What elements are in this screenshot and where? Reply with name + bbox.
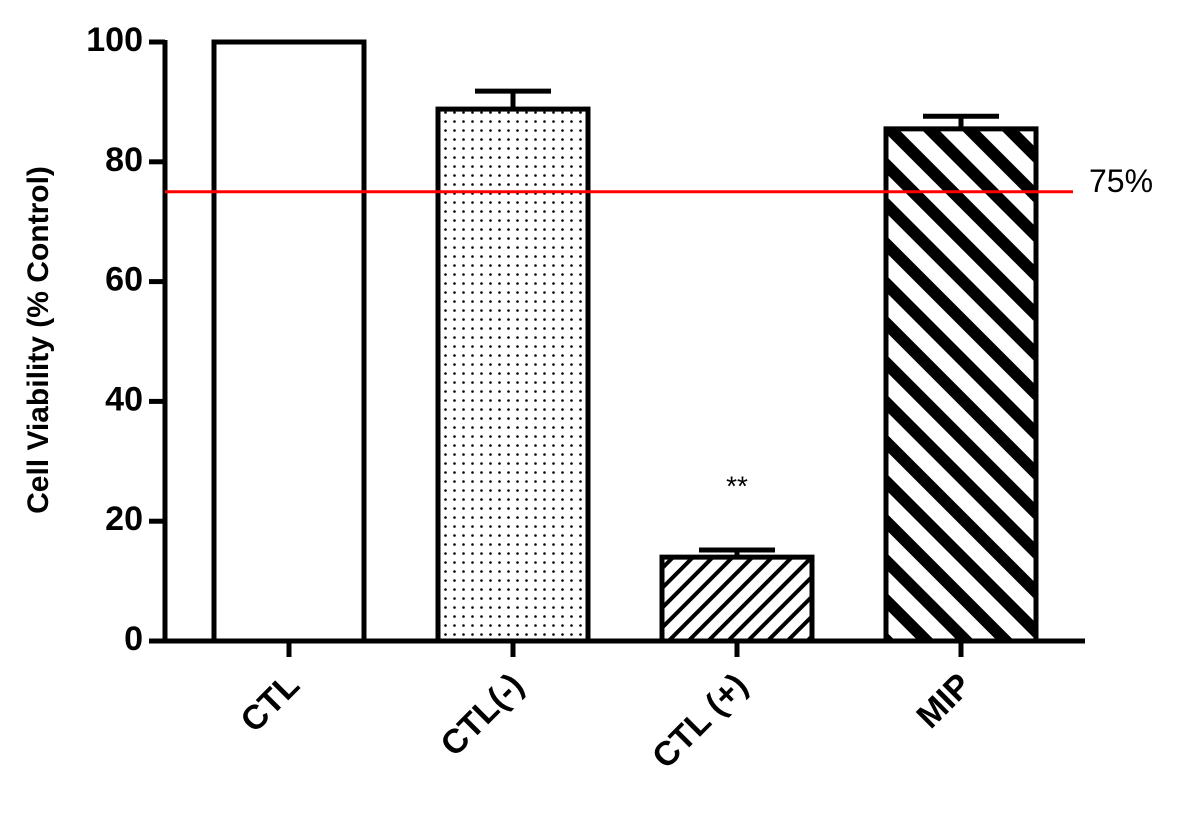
x-tick-label: MIP <box>909 666 979 736</box>
x-tick-label: CTL (+) <box>645 666 755 776</box>
y-tick-label: 40 <box>105 380 143 418</box>
y-axis-label: Cell Viability (% Control) <box>22 166 55 514</box>
x-tick-label: CTL <box>233 666 307 740</box>
annotation: ** <box>726 470 748 501</box>
bar <box>211 39 367 644</box>
y-tick-label: 60 <box>105 261 143 299</box>
y-tick-label: 0 <box>124 620 143 658</box>
bar <box>659 554 815 644</box>
y-tick-label: 20 <box>105 500 143 538</box>
bar <box>435 106 591 644</box>
y-tick-label: 80 <box>105 141 143 179</box>
x-tick-label: CTL(-) <box>433 666 531 764</box>
reference-label: 75% <box>1089 163 1153 199</box>
y-tick-label: 100 <box>86 21 143 59</box>
bar <box>883 126 1039 644</box>
